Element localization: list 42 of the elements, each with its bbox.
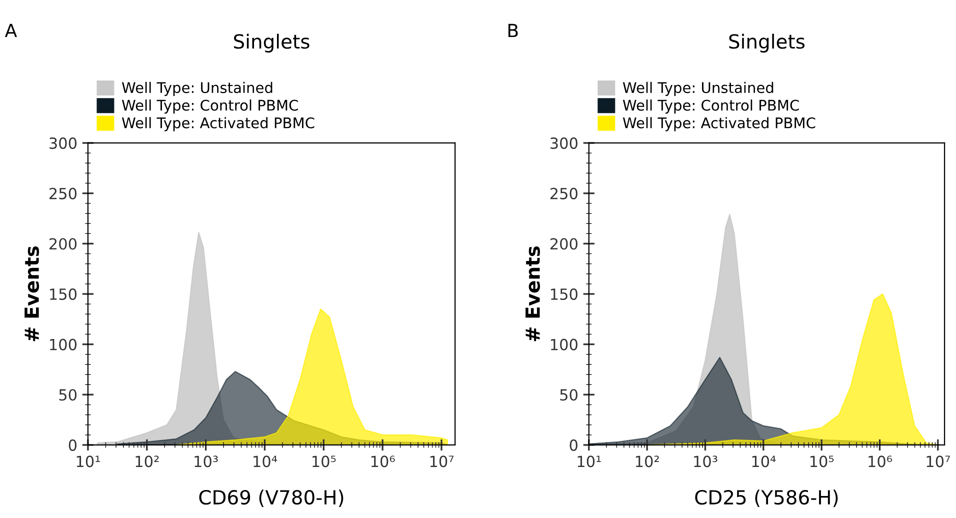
y-axis-title: # Events bbox=[24, 246, 40, 342]
y-axis-title: # Events bbox=[526, 246, 540, 342]
x-tick-label: 10³ bbox=[694, 456, 718, 468]
y-tick-label: 300 bbox=[550, 137, 578, 149]
legend-label: Well Type: Unstained bbox=[122, 82, 272, 96]
x-tick-label: 10³ bbox=[194, 456, 218, 468]
x-axis-title: CD25 (Y586-H) bbox=[695, 490, 838, 507]
x-tick-label: 10¹ bbox=[76, 456, 100, 468]
y-tick-label: 150 bbox=[50, 288, 77, 300]
y-tick-label: 100 bbox=[50, 338, 77, 350]
legend-label: Well Type: Control PBMC bbox=[122, 99, 298, 114]
text: A bbox=[4, 24, 17, 38]
legend-label: Well Type: Activated PBMC bbox=[122, 117, 314, 132]
x-tick-label: 10² bbox=[636, 456, 659, 468]
x-tick-label: 10¹ bbox=[578, 456, 601, 468]
y-tick-label: 50 bbox=[59, 389, 77, 401]
y-tick-label: 250 bbox=[49, 188, 77, 200]
y-tick-label: 0 bbox=[68, 439, 77, 451]
y-tick-label: 150 bbox=[550, 288, 578, 300]
x-tick-label: 10² bbox=[136, 456, 159, 468]
x-tick-label: 10⁴ bbox=[752, 456, 776, 468]
chart-title: Singlets bbox=[729, 34, 805, 53]
legend-label: Well Type: Control PBMC bbox=[622, 99, 799, 114]
legend-label: Well Type: Unstained bbox=[622, 82, 774, 96]
y-tick-label: 50 bbox=[560, 389, 578, 401]
y-tick-label: 250 bbox=[550, 188, 578, 200]
y-tick-label: 300 bbox=[50, 137, 77, 149]
x-tick-label: 10⁵ bbox=[312, 456, 336, 468]
x-tick-label: 10⁶ bbox=[371, 456, 395, 468]
legend-label: Well Type: Activated PBMC bbox=[622, 117, 816, 132]
x-tick-label: 10⁷ bbox=[926, 456, 950, 468]
y-tick-label: 0 bbox=[570, 439, 578, 451]
x-tick-label: 10⁴ bbox=[254, 456, 278, 468]
x-axis-title: CD69 (V780-H) bbox=[199, 490, 344, 507]
x-tick-label: 10⁶ bbox=[868, 456, 892, 468]
y-tick-label: 200 bbox=[550, 238, 578, 250]
chart-title: Singlets bbox=[234, 34, 310, 53]
x-tick-label: 10⁷ bbox=[430, 456, 454, 468]
text: B bbox=[508, 24, 518, 38]
y-tick-label: 200 bbox=[49, 238, 77, 250]
x-tick-label: 10⁵ bbox=[810, 456, 834, 468]
y-tick-label: 100 bbox=[550, 338, 578, 350]
